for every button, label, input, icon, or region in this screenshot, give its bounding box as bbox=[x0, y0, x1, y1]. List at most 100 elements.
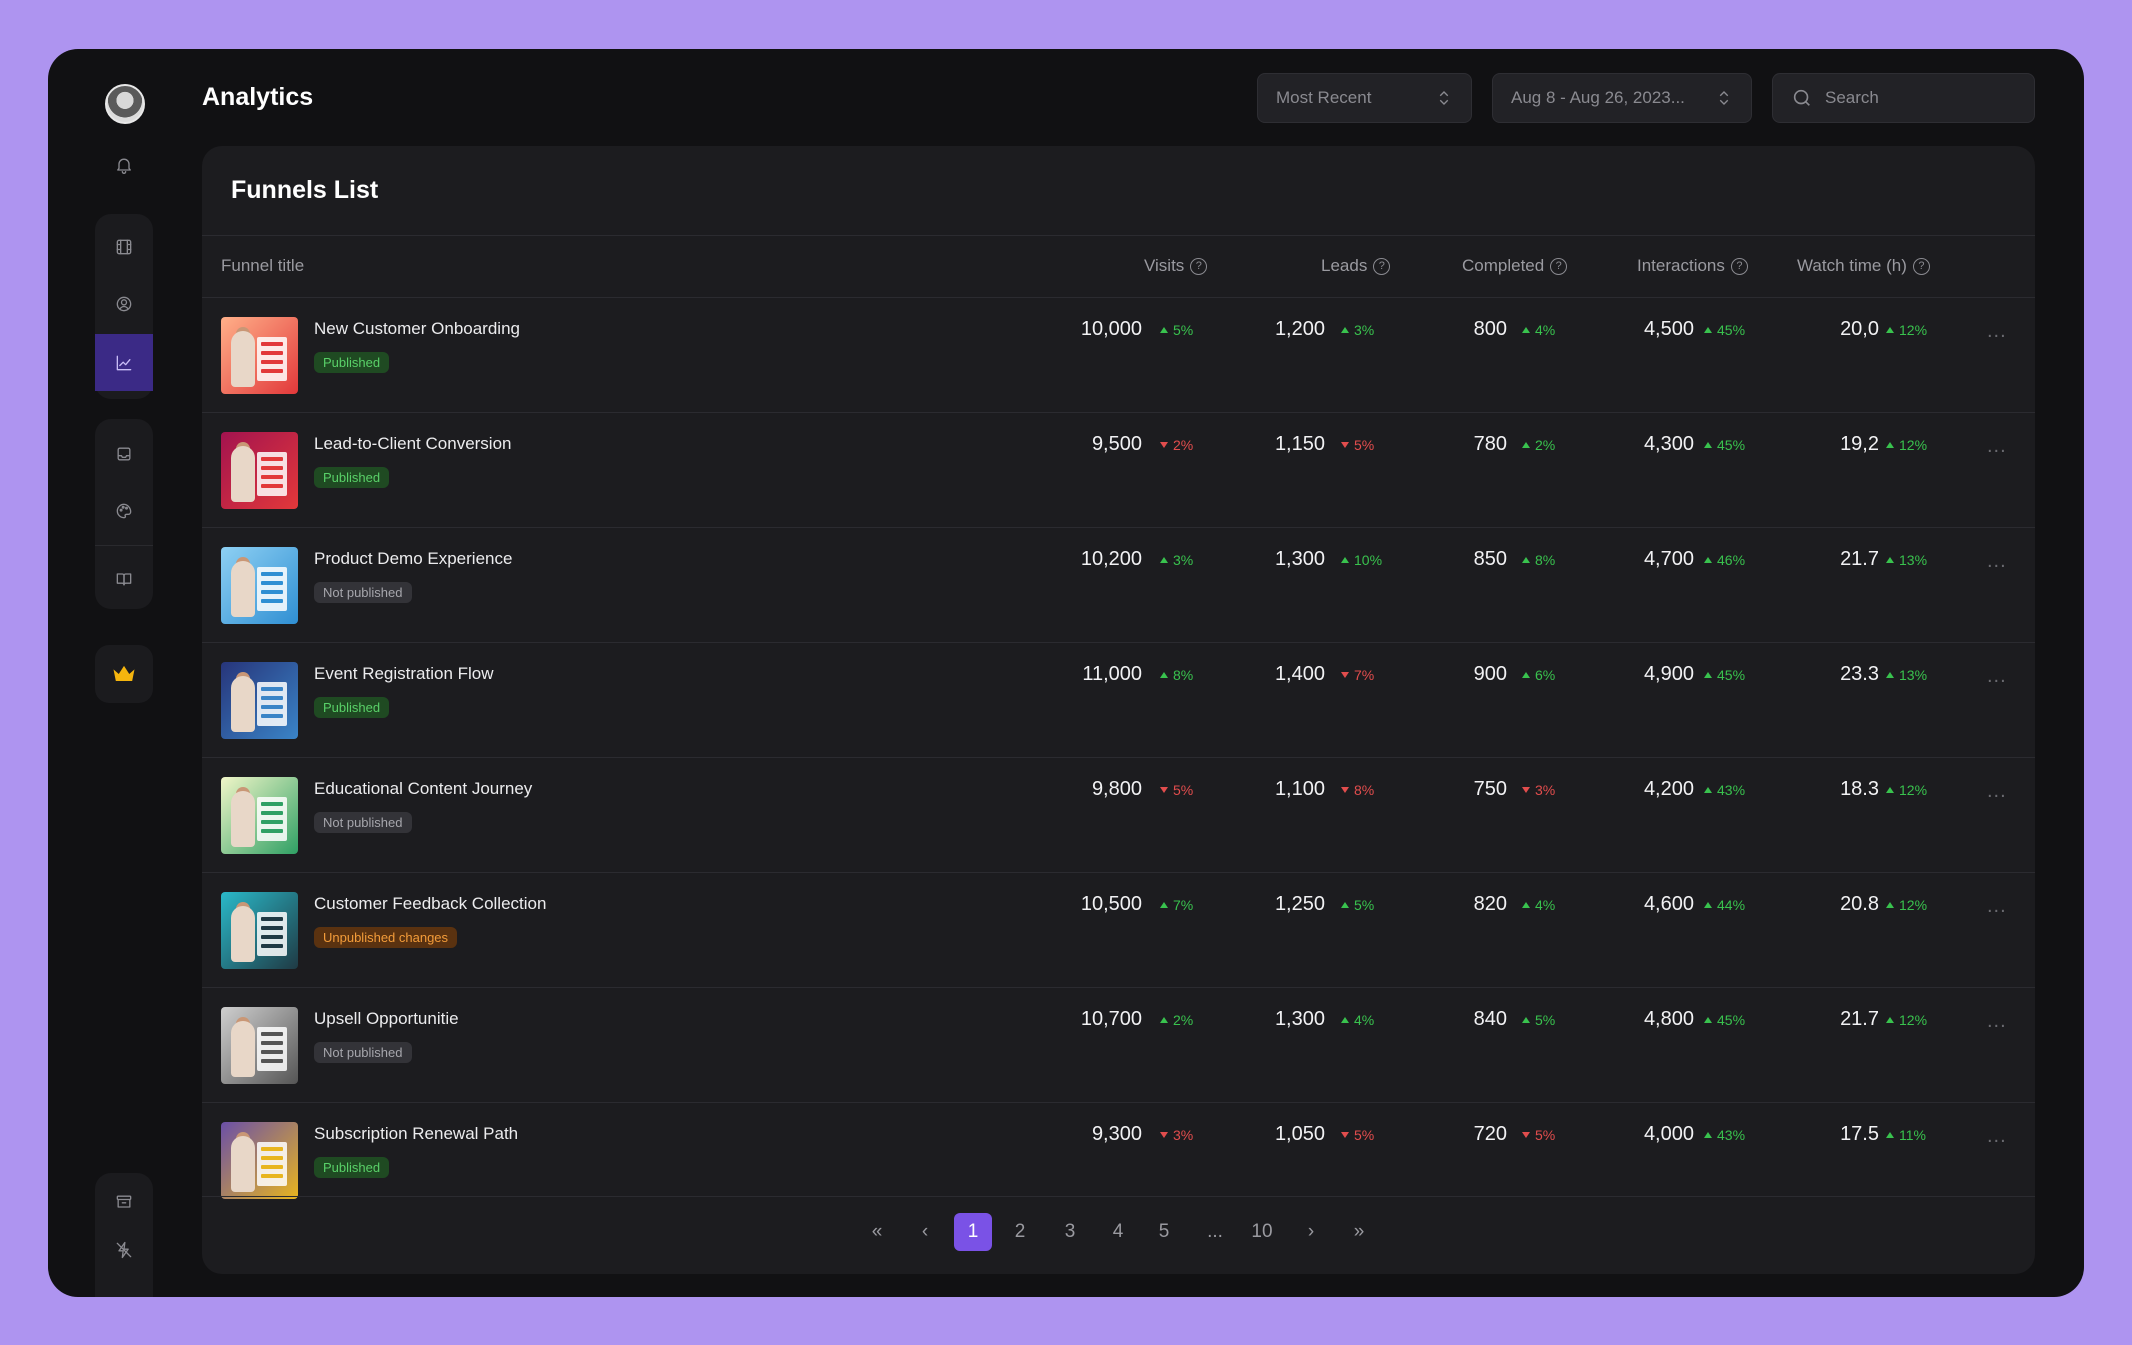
table-row[interactable]: New Customer Onboarding Published 10,000 5%… bbox=[202, 298, 2035, 413]
watch-value: 21.7 bbox=[1840, 1008, 1879, 1030]
trend-arrow-icon bbox=[1886, 902, 1894, 908]
trend-arrow-icon bbox=[1704, 327, 1712, 333]
next-page-button[interactable]: › bbox=[1307, 1221, 1315, 1242]
table-row[interactable]: Lead-to-Client Conversion Published 9,500 2… bbox=[202, 413, 2035, 528]
more-options-button[interactable]: ... bbox=[1987, 665, 2007, 687]
page-1-button[interactable]: 1 bbox=[954, 1213, 992, 1251]
column-header-completed[interactable]: Completed? bbox=[1462, 256, 1568, 276]
trend-arrow-icon bbox=[1522, 557, 1530, 563]
sidebar-item-videos[interactable] bbox=[95, 218, 153, 275]
leads-value: 1,300 bbox=[1274, 548, 1325, 570]
completed-delta: 4% bbox=[1522, 897, 1555, 913]
page-5-button[interactable]: 5 bbox=[1158, 1221, 1170, 1242]
trend-arrow-icon bbox=[1886, 672, 1894, 678]
help-icon[interactable]: ? bbox=[1912, 257, 1930, 275]
funnel-title[interactable]: Lead-to-Client Conversion bbox=[314, 434, 512, 453]
trend-arrow-icon bbox=[1160, 902, 1168, 908]
search-input[interactable]: Search bbox=[1772, 73, 2035, 123]
more-options-button[interactable]: ... bbox=[1987, 1010, 2007, 1032]
funnel-thumbnail bbox=[221, 1007, 298, 1084]
bell-icon[interactable] bbox=[95, 140, 153, 190]
more-options-button[interactable]: ... bbox=[1987, 895, 2007, 917]
more-options-button[interactable]: ... bbox=[1987, 320, 2007, 342]
sidebar-item-contacts[interactable] bbox=[95, 275, 153, 332]
table-row[interactable]: Product Demo Experience Not published 10,2… bbox=[202, 528, 2035, 643]
more-options-button[interactable]: ... bbox=[1987, 550, 2007, 572]
status-badge: Not published bbox=[314, 582, 412, 603]
column-header-leads[interactable]: Leads? bbox=[1321, 256, 1391, 276]
funnel-title[interactable]: Customer Feedback Collection bbox=[314, 894, 547, 913]
sidebar-group-secondary bbox=[95, 419, 153, 609]
chevron-updown-icon bbox=[1719, 91, 1729, 105]
date-range-select[interactable]: Aug 8 - Aug 26, 2023... bbox=[1492, 73, 1752, 123]
funnel-title[interactable]: Upsell Opportunitie bbox=[314, 1009, 459, 1028]
page-3-button[interactable]: 3 bbox=[1064, 1221, 1076, 1242]
film-icon bbox=[116, 239, 132, 254]
table-row[interactable]: Event Registration Flow Published 11,000 8%… bbox=[202, 643, 2035, 758]
sidebar-item-design[interactable] bbox=[95, 482, 153, 539]
sidebar-item-upgrade[interactable] bbox=[95, 645, 153, 703]
trend-arrow-icon bbox=[1160, 1017, 1168, 1023]
column-header-watch-time[interactable]: Watch time (h)? bbox=[1797, 256, 1930, 276]
interactions-value: 4,600 bbox=[1643, 893, 1694, 915]
table-row[interactable]: Customer Feedback Collection Unpublished … bbox=[202, 873, 2035, 988]
leads-delta: 5% bbox=[1341, 897, 1374, 913]
column-header-interactions[interactable]: Interactions? bbox=[1637, 256, 1748, 276]
help-icon[interactable]: ? bbox=[1373, 257, 1391, 275]
funnel-thumbnail bbox=[221, 892, 298, 969]
funnel-title[interactable]: Educational Content Journey bbox=[314, 779, 533, 798]
interactions-value: 4,300 bbox=[1643, 433, 1694, 455]
prev-page-button[interactable]: ‹ bbox=[921, 1221, 929, 1242]
more-options-button[interactable]: ... bbox=[1987, 435, 2007, 457]
funnel-title[interactable]: Event Registration Flow bbox=[314, 664, 494, 683]
pagination: « ‹ 1 2 3 4 5 ... 10 › » bbox=[202, 1211, 2035, 1255]
completed-delta: 6% bbox=[1522, 667, 1555, 683]
leads-value: 1,200 bbox=[1274, 318, 1325, 340]
funnel-title[interactable]: New Customer Onboarding bbox=[314, 319, 520, 338]
app-window: Analytics Most Recent Aug 8 - Aug 26, 20… bbox=[48, 49, 2084, 1297]
table-row[interactable]: Subscription Renewal Path Published 9,300 3… bbox=[202, 1103, 2035, 1218]
trend-arrow-icon bbox=[1704, 1017, 1712, 1023]
page-2-button[interactable]: 2 bbox=[1014, 1221, 1026, 1242]
more-options-button[interactable]: ... bbox=[1987, 1125, 2007, 1147]
help-icon[interactable]: ? bbox=[1730, 257, 1748, 275]
sidebar-item-docs[interactable] bbox=[95, 550, 153, 607]
completed-delta: 2% bbox=[1522, 437, 1555, 453]
sidebar-item-inbox[interactable] bbox=[95, 425, 153, 482]
completed-value: 780 bbox=[1473, 433, 1507, 455]
last-page-button[interactable]: » bbox=[1353, 1221, 1365, 1242]
avatar[interactable] bbox=[105, 84, 145, 124]
interactions-value: 4,000 bbox=[1643, 1123, 1694, 1145]
visits-value: 9,800 bbox=[1091, 778, 1142, 800]
trend-arrow-icon bbox=[1341, 787, 1349, 793]
funnel-title[interactable]: Subscription Renewal Path bbox=[314, 1124, 519, 1143]
more-options-button[interactable]: ... bbox=[1987, 780, 2007, 802]
help-icon[interactable]: ? bbox=[1550, 257, 1568, 275]
table-row[interactable]: Educational Content Journey Not published… bbox=[202, 758, 2035, 873]
trend-arrow-icon bbox=[1522, 787, 1530, 793]
watch-delta: 12% bbox=[1886, 1012, 1927, 1028]
page-10-button[interactable]: 10 bbox=[1251, 1221, 1273, 1242]
watch-delta: 12% bbox=[1886, 437, 1927, 453]
funnel-title[interactable]: Product Demo Experience bbox=[314, 549, 513, 568]
visits-delta: 3% bbox=[1160, 552, 1193, 568]
help-icon[interactable]: ? bbox=[1190, 257, 1208, 275]
search-icon bbox=[1793, 89, 1810, 106]
sort-select[interactable]: Most Recent bbox=[1257, 73, 1472, 123]
interactions-value: 4,800 bbox=[1643, 1008, 1694, 1030]
trend-arrow-icon bbox=[1341, 902, 1349, 908]
trend-arrow-icon bbox=[1704, 442, 1712, 448]
column-header-title[interactable]: Funnel title bbox=[221, 256, 305, 275]
first-page-button[interactable]: « bbox=[871, 1221, 883, 1242]
completed-value: 820 bbox=[1473, 893, 1507, 915]
visits-delta: 8% bbox=[1160, 667, 1193, 683]
interactions-delta: 45% bbox=[1704, 322, 1745, 338]
inbox-icon bbox=[117, 447, 131, 460]
crown-icon bbox=[113, 665, 135, 681]
sidebar-item-integrations[interactable] bbox=[95, 1221, 153, 1278]
sidebar-item-analytics[interactable] bbox=[95, 334, 153, 391]
table-row[interactable]: Upsell Opportunitie Not published 10,700 2%… bbox=[202, 988, 2035, 1103]
sidebar-item-archive[interactable] bbox=[95, 1173, 153, 1230]
page-4-button[interactable]: 4 bbox=[1112, 1221, 1124, 1242]
column-header-visits[interactable]: Visits? bbox=[1144, 256, 1208, 276]
